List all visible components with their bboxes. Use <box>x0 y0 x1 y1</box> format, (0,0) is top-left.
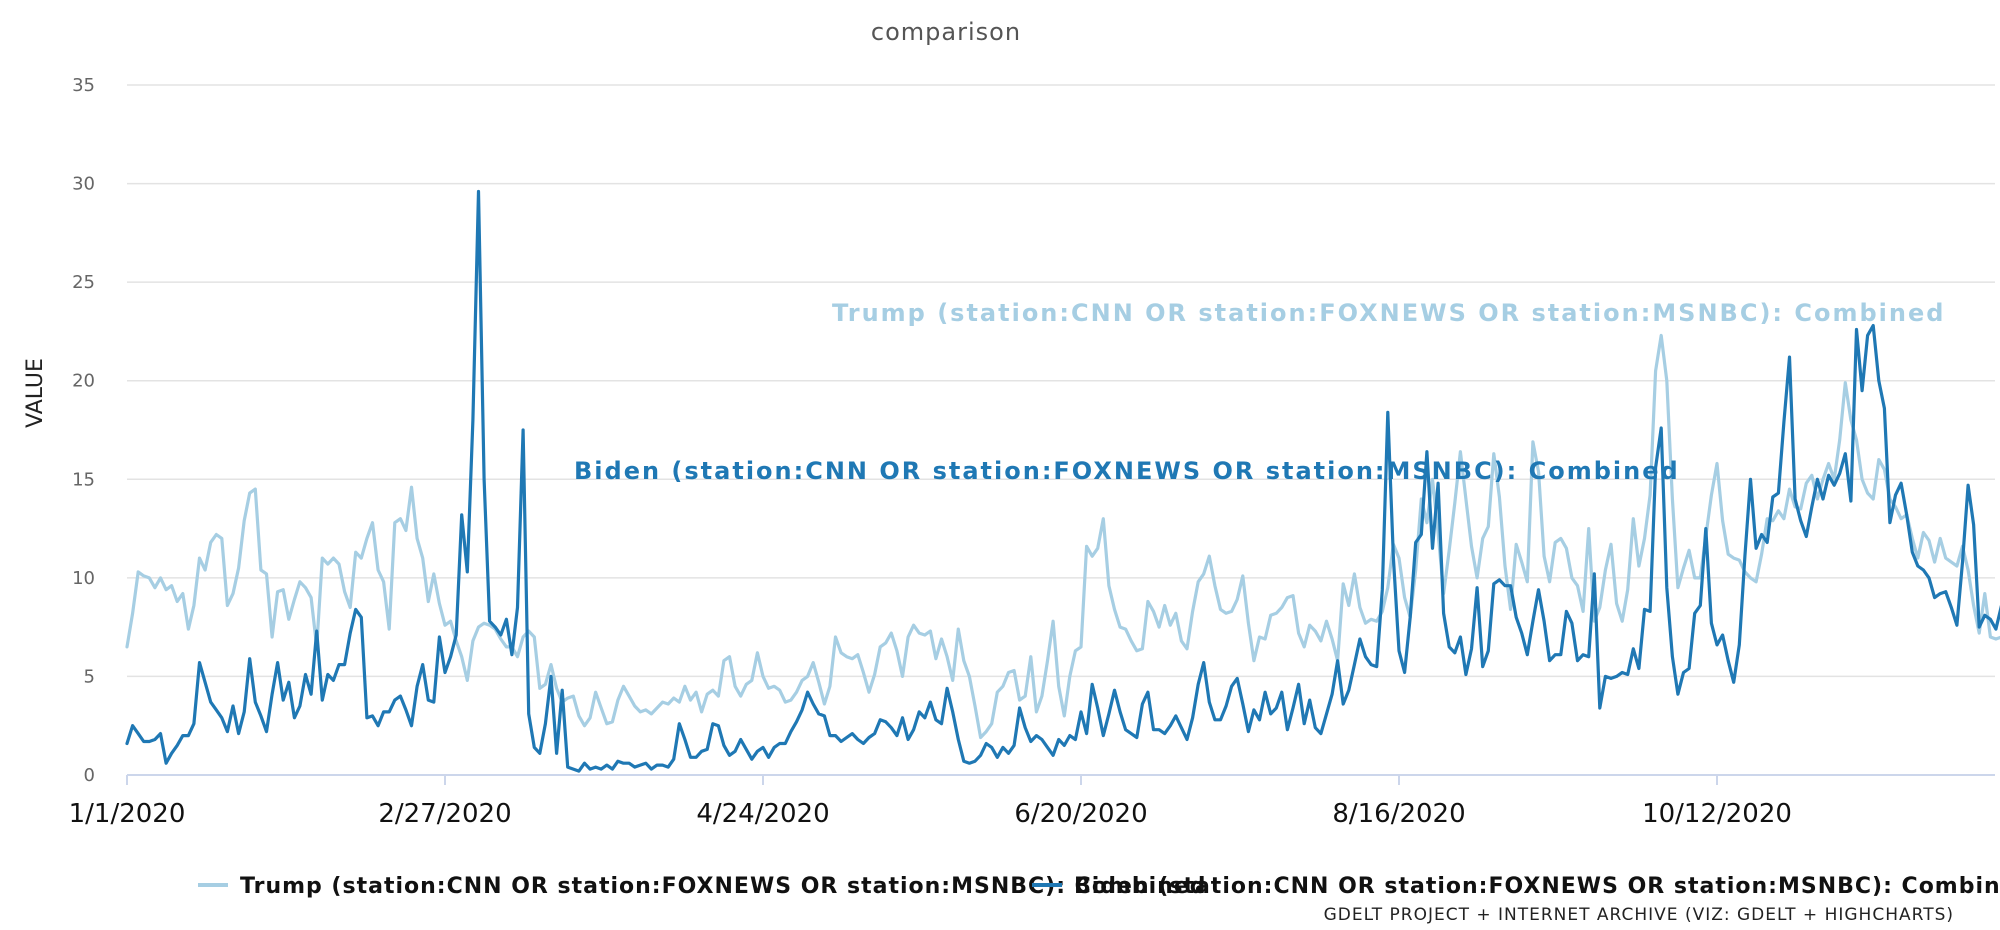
y-tick-label: 25 <box>72 272 95 293</box>
y-tick-label: 5 <box>84 666 95 687</box>
credits[interactable]: GDELT PROJECT + INTERNET ARCHIVE (VIZ: G… <box>1324 905 1954 925</box>
y-tick-label: 15 <box>72 469 95 490</box>
series-line-biden[interactable] <box>125 189 2000 773</box>
y-tick-label: 35 <box>72 75 95 96</box>
y-axis-label: VALUE <box>23 358 48 428</box>
x-tick-label: 8/16/2020 <box>1332 799 1465 829</box>
x-tick-label: 6/20/2020 <box>1014 799 1147 829</box>
chart-title: comparison <box>871 18 1021 46</box>
series-annotation-trump: Trump (station:CNN OR station:FOXNEWS OR… <box>832 299 1945 327</box>
series-annotation-biden: Biden (station:CNN OR station:FOXNEWS OR… <box>574 457 1680 485</box>
legend-label: Biden (station:CNN OR station:FOXNEWS OR… <box>1074 874 2000 899</box>
legend-item-biden[interactable]: Biden (station:CNN OR station:FOXNEWS OR… <box>1032 874 2000 899</box>
series-layer <box>125 189 2000 773</box>
x-tick-label: 2/27/2020 <box>378 799 511 829</box>
y-tick-label: 0 <box>84 765 95 786</box>
grid-layer <box>126 84 1995 785</box>
label-layer: 0 5 10 15 20 25 30 35 1/1/2020 2/27/2020 4/24/2020… <box>69 75 2000 899</box>
y-tick-label: 10 <box>72 568 95 589</box>
x-tick-label: 4/24/2020 <box>696 799 829 829</box>
y-tick-label: 30 <box>72 174 95 195</box>
x-tick-label: 1/1/2020 <box>69 799 186 829</box>
series-line-trump[interactable] <box>125 333 2000 740</box>
x-tick-label: 10/12/2020 <box>1642 799 1792 829</box>
y-tick-label: 20 <box>72 371 95 392</box>
